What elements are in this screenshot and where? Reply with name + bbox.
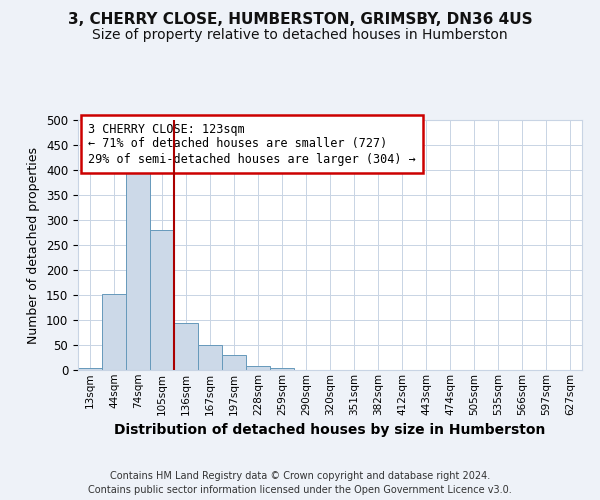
Y-axis label: Number of detached properties: Number of detached properties bbox=[28, 146, 40, 344]
Text: Contains HM Land Registry data © Crown copyright and database right 2024.: Contains HM Land Registry data © Crown c… bbox=[110, 471, 490, 481]
Bar bbox=[78, 368, 102, 370]
Bar bbox=[222, 355, 246, 370]
Bar bbox=[270, 368, 294, 370]
Text: 3 CHERRY CLOSE: 123sqm
← 71% of detached houses are smaller (727)
29% of semi-de: 3 CHERRY CLOSE: 123sqm ← 71% of detached… bbox=[88, 122, 416, 166]
Bar bbox=[198, 345, 222, 370]
Bar bbox=[246, 366, 270, 370]
Text: 3, CHERRY CLOSE, HUMBERSTON, GRIMSBY, DN36 4US: 3, CHERRY CLOSE, HUMBERSTON, GRIMSBY, DN… bbox=[68, 12, 532, 28]
Bar bbox=[174, 322, 198, 370]
Text: Contains public sector information licensed under the Open Government Licence v3: Contains public sector information licen… bbox=[88, 485, 512, 495]
X-axis label: Distribution of detached houses by size in Humberston: Distribution of detached houses by size … bbox=[115, 423, 545, 437]
Bar bbox=[126, 161, 150, 370]
Bar bbox=[102, 294, 126, 370]
Bar bbox=[150, 230, 174, 370]
Text: Size of property relative to detached houses in Humberston: Size of property relative to detached ho… bbox=[92, 28, 508, 42]
